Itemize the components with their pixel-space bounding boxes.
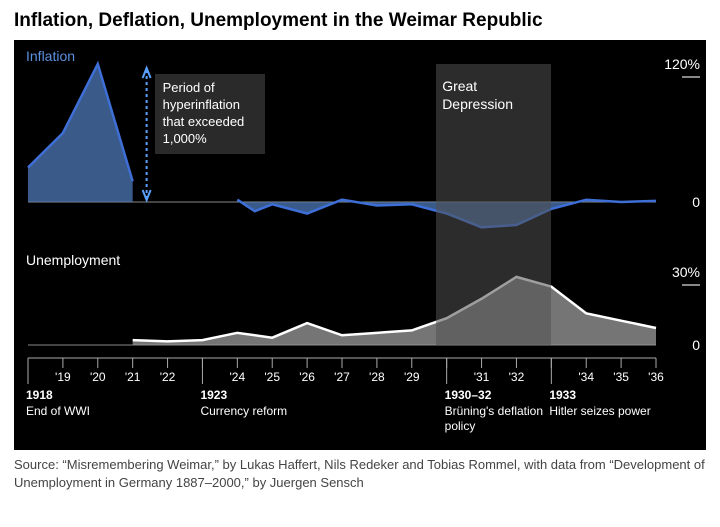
year-tick-label: '20 bbox=[86, 370, 110, 384]
year-tick-label: '36 bbox=[644, 370, 668, 384]
unemployment-ytop: 30% bbox=[672, 264, 700, 280]
timeline-event: 1918End of WWI bbox=[26, 388, 146, 419]
year-tick-label: '24 bbox=[225, 370, 249, 384]
source-attribution: Source: “Misremembering Weimar,” by Luka… bbox=[0, 450, 720, 491]
year-tick-label: '21 bbox=[121, 370, 145, 384]
timeline-event: 1933Hitler seizes power bbox=[549, 388, 669, 419]
inflation-ytop: 120% bbox=[664, 56, 700, 72]
inflation-label: Inflation bbox=[26, 48, 75, 64]
year-tick-label: '29 bbox=[400, 370, 424, 384]
chart-title: Inflation, Deflation, Unemployment in th… bbox=[0, 0, 720, 36]
year-tick-label: '31 bbox=[470, 370, 494, 384]
timeline-event: 1923Currency reform bbox=[200, 388, 320, 419]
great-depression-label: GreatDepression bbox=[442, 78, 513, 113]
year-tick-label: '26 bbox=[295, 370, 319, 384]
unemployment-yzero: 0 bbox=[692, 337, 700, 353]
hyperinflation-annotation: Period of hyperinflation that exceeded 1… bbox=[155, 74, 265, 154]
year-tick-label: '32 bbox=[504, 370, 528, 384]
unemployment-label: Unemployment bbox=[26, 252, 120, 268]
year-tick-label: '22 bbox=[156, 370, 180, 384]
timeline-event: 1930–32Brüning's deflation policy bbox=[445, 388, 565, 435]
year-tick-label: '25 bbox=[260, 370, 284, 384]
year-tick-label: '27 bbox=[330, 370, 354, 384]
year-tick-label: '35 bbox=[609, 370, 633, 384]
inflation-yzero: 0 bbox=[692, 194, 700, 210]
unemployment-ytop-mark bbox=[682, 284, 700, 286]
year-tick-label: '28 bbox=[365, 370, 389, 384]
chart-area: GreatDepression Inflation 120% 0 Period of h… bbox=[14, 40, 706, 450]
year-tick-label: '34 bbox=[574, 370, 598, 384]
year-tick-label: '19 bbox=[51, 370, 75, 384]
inflation-ytop-mark bbox=[682, 76, 700, 78]
